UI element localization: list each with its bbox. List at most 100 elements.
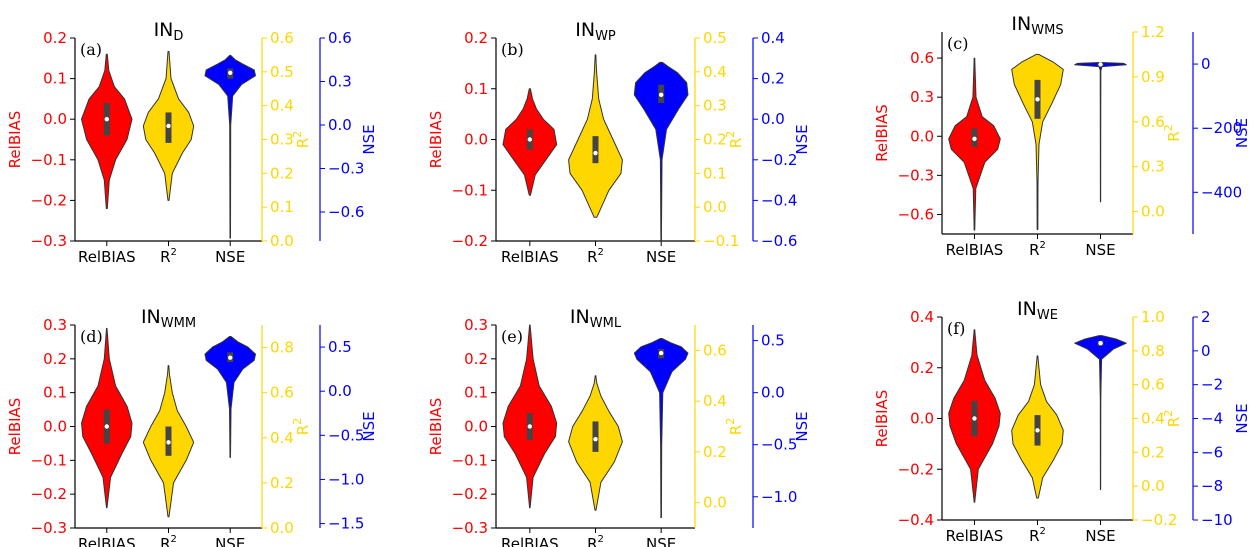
axis-relbias: −0.3 −0.2 −0.1 0.0 0.1 0.2 0.3 RelBIAS <box>427 316 497 537</box>
tick-label: −0.3 <box>328 160 364 178</box>
tick-label: 0.0 <box>1141 203 1165 221</box>
tick-label: 0.4 <box>1141 410 1165 428</box>
tick-label: 0.6 <box>1141 113 1165 131</box>
axis-label-r2: R2 <box>724 131 745 148</box>
tick-label: 0.0 <box>270 232 294 250</box>
violin-r2 <box>142 365 195 518</box>
x-tick-label: NSE <box>646 248 676 266</box>
tick-label: 0.3 <box>703 97 727 115</box>
axis-nse: −0.6 −0.3 0.0 0.3 0.6 NSE <box>319 29 378 241</box>
tick-label: −200 <box>1201 119 1242 137</box>
tick-label: −10 <box>1201 511 1233 529</box>
violin-median <box>1098 62 1103 67</box>
violin-r2 <box>568 54 623 218</box>
tick-label: −6 <box>1201 443 1223 461</box>
violin-median <box>593 436 598 442</box>
tick-label: 0.4 <box>703 392 727 410</box>
violin-median <box>228 355 233 360</box>
tick-label: 1.2 <box>1141 23 1165 41</box>
tick-label: 0.2 <box>703 443 727 461</box>
tick-label: 0.9 <box>1141 68 1165 86</box>
tick-label: 0.6 <box>910 49 934 67</box>
tick-label: 2 <box>1201 308 1211 326</box>
axis-r2: 0.0 0.3 0.6 0.9 1.2 R2 <box>1132 23 1183 234</box>
violin-relbias <box>948 57 1001 231</box>
axis-label-relbias: RelBIAS <box>6 398 24 456</box>
axis-label-nse: NSE <box>360 411 378 441</box>
violin-median <box>228 70 233 76</box>
violin-median <box>593 150 598 156</box>
panel-title: IND <box>154 19 184 44</box>
x-tick-label: R2 <box>160 534 177 547</box>
panel-title: INWMM <box>141 306 196 331</box>
tick-label: 0.4 <box>761 29 785 47</box>
violin-nse <box>204 336 256 458</box>
x-tick-label: NSE <box>1085 241 1115 259</box>
tick-label: −2 <box>1201 376 1223 394</box>
axis-label-r2: R2 <box>1162 124 1183 141</box>
violin-body <box>204 54 256 239</box>
tick-label: −0.2 <box>452 232 488 250</box>
tick-label: 0.1 <box>703 164 727 182</box>
violin-body <box>1011 53 1064 230</box>
axis-relbias: −0.4 −0.2 0.0 0.2 0.4 RelBIAS <box>873 308 943 529</box>
tick-label: −0.2 <box>31 485 67 503</box>
axis-label-relbias: RelBIAS <box>427 398 445 456</box>
axis-relbias: −0.6 −0.3 0.0 0.3 0.6 RelBIAS <box>873 32 943 234</box>
panel-title: INWMS <box>1011 13 1063 38</box>
tick-label: −0.6 <box>328 203 364 221</box>
tick-label: 0.1 <box>270 198 294 216</box>
panel-label: (d) <box>80 327 103 346</box>
axis-nse: −1.5 −1.0 −0.5 0.0 0.5 NSE <box>319 325 378 533</box>
axis-relbias: −0.3 −0.2 −0.1 0.0 0.1 0.2 0.3 RelBIAS <box>6 316 76 537</box>
tick-label: −0.1 <box>31 151 67 169</box>
tick-label: 0.2 <box>464 29 488 47</box>
violin-relbias <box>948 329 1001 503</box>
tick-label: 0.0 <box>761 384 785 402</box>
violin-panel-b: −0.2 −0.1 0.0 0.1 0.2 RelBIAS −0.1 0.0 0.1 0.2 0.3… <box>427 19 811 266</box>
axis-label-nse: NSE <box>1233 403 1250 433</box>
violin-panel-e: −0.3 −0.2 −0.1 0.0 0.1 0.2 0.3 RelBIAS 0.0 0.2 0.4… <box>427 306 811 547</box>
panel-title: INWML <box>570 306 622 331</box>
violin-median <box>166 440 171 445</box>
violin-body <box>1074 62 1127 203</box>
tick-label: 0.0 <box>703 494 727 512</box>
tick-label: 0.6 <box>328 29 352 47</box>
tick-label: −0.1 <box>703 232 739 250</box>
violin-panel-d: −0.3 −0.2 −0.1 0.0 0.1 0.2 0.3 RelBIAS 0.0 0.2 0.4… <box>6 306 378 547</box>
tick-label: −0.3 <box>31 232 67 250</box>
x-tick-label: R2 <box>1029 526 1046 545</box>
axis-nse: −1.0 −0.5 0.0 0.5 NSE <box>752 325 811 528</box>
panel-title: INWE <box>1017 298 1058 323</box>
tick-label: −4 <box>1201 410 1223 428</box>
tick-label: 0.2 <box>270 474 294 492</box>
tick-label: 0.1 <box>43 384 67 402</box>
tick-label: −0.2 <box>452 485 488 503</box>
panel-label: (f) <box>947 319 965 338</box>
tick-label: 0.2 <box>761 70 785 88</box>
violin-relbias <box>81 327 133 509</box>
violin-nse <box>204 54 256 239</box>
violin-panel-a: −0.3 −0.2 −0.1 0.0 0.1 0.2 RelBIAS 0.0 0.1 0.2 0.3… <box>6 19 378 266</box>
violin-panel-c: −0.6 −0.3 0.0 0.3 0.6 RelBIAS 0.0 0.3 0.6 0.9 1.2 R… <box>873 13 1250 259</box>
tick-label: 0.0 <box>43 110 67 128</box>
axis-relbias: −0.2 −0.1 0.0 0.1 0.2 RelBIAS <box>427 29 497 250</box>
violin-relbias <box>81 53 133 209</box>
tick-label: 0.6 <box>270 29 294 47</box>
tick-label: −0.3 <box>31 519 67 537</box>
panel-title: INWP <box>575 19 616 44</box>
violin-body <box>1074 335 1127 491</box>
x-tick-label: NSE <box>1085 527 1115 545</box>
tick-label: 0.6 <box>703 341 727 359</box>
x-tick-label: RelBIAS <box>78 248 136 266</box>
axis-label-r2: R2 <box>291 418 312 435</box>
violin-median <box>972 136 977 142</box>
axis-label-relbias: RelBIAS <box>873 104 891 162</box>
x-tick-label: R2 <box>160 247 177 266</box>
tick-label: 0.0 <box>328 116 352 134</box>
violin-median <box>1098 341 1103 346</box>
violin-median <box>1035 428 1040 433</box>
axis-nse: −400 −200 0 NSE <box>1192 32 1250 234</box>
violin-relbias <box>502 324 558 509</box>
